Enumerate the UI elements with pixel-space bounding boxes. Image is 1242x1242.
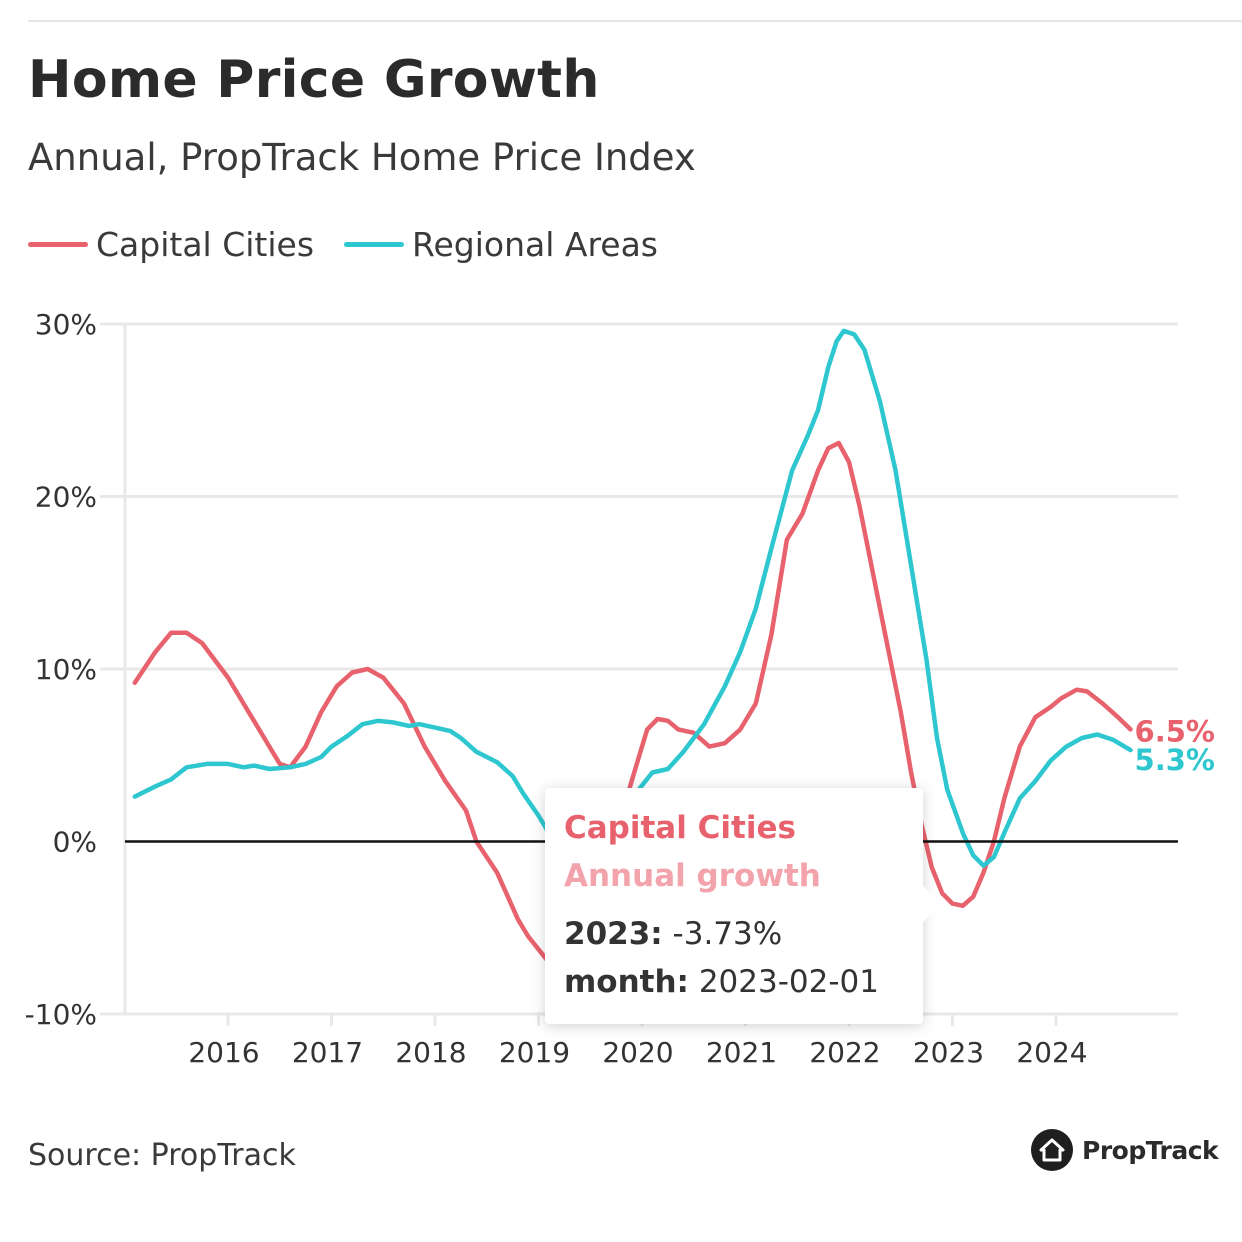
house-icon (1031, 1129, 1073, 1171)
series-line-capital-cities (132, 440, 1133, 974)
x-tick-label: 2021 (706, 1036, 777, 1069)
y-tick-label: 10% (35, 653, 97, 686)
legend-swatch-capital (28, 242, 88, 247)
legend-label-regional: Regional Areas (412, 225, 659, 264)
tooltip-series-name: Capital Cities (564, 810, 796, 846)
end-label-capital-cities: 6.5% (1135, 714, 1215, 748)
tooltip-month-row: month: 2023-02-01 (564, 964, 879, 1000)
x-tick-label: 2022 (809, 1036, 880, 1069)
y-tick-label: 0% (53, 826, 97, 859)
legend: Capital Cities Regional Areas (28, 225, 688, 264)
legend-label-capital: Capital Cities (96, 225, 315, 264)
source-note: Source: PropTrack (28, 1138, 296, 1173)
end-label-regional-areas: 5.3% (1135, 743, 1215, 777)
tooltip-subtitle: Annual growth (564, 858, 821, 894)
legend-swatch-regional (344, 242, 405, 247)
brand-name: PropTrack (1082, 1135, 1219, 1165)
legend-item-capital[interactable]: Capital Cities (28, 225, 314, 264)
x-tick-label: 2016 (188, 1036, 259, 1069)
tooltip-month-label: month: (564, 964, 689, 1000)
tooltip-value-row: 2023: -3.73% (564, 916, 782, 952)
y-tick-label: -10% (25, 998, 97, 1031)
chart-title: Home Price Growth (28, 50, 600, 110)
chart-subtitle: Annual, PropTrack Home Price Index (28, 136, 696, 179)
x-tick-label: 2018 (395, 1036, 466, 1069)
x-tick-label: 2023 (913, 1036, 984, 1069)
y-tick-label: 30% (35, 308, 97, 341)
x-tick-label: 2020 (602, 1036, 673, 1069)
series-line-regional-areas (132, 328, 1133, 868)
tooltip: Capital Cities Annual growth 2023: -3.73… (545, 788, 941, 1024)
x-tick-label: 2017 (292, 1036, 363, 1069)
top-divider (28, 20, 1242, 22)
tooltip-value-label: 2023: (564, 916, 663, 952)
legend-item-regional[interactable]: Regional Areas (344, 225, 658, 264)
tooltip-value: -3.73% (672, 916, 783, 952)
brand-logo: PropTrack (1030, 1128, 1219, 1172)
y-tick-label: 20% (35, 481, 97, 514)
x-tick-label: 2024 (1016, 1036, 1087, 1069)
x-tick-label: 2019 (499, 1036, 570, 1069)
tooltip-month: 2023-02-01 (698, 964, 879, 1000)
